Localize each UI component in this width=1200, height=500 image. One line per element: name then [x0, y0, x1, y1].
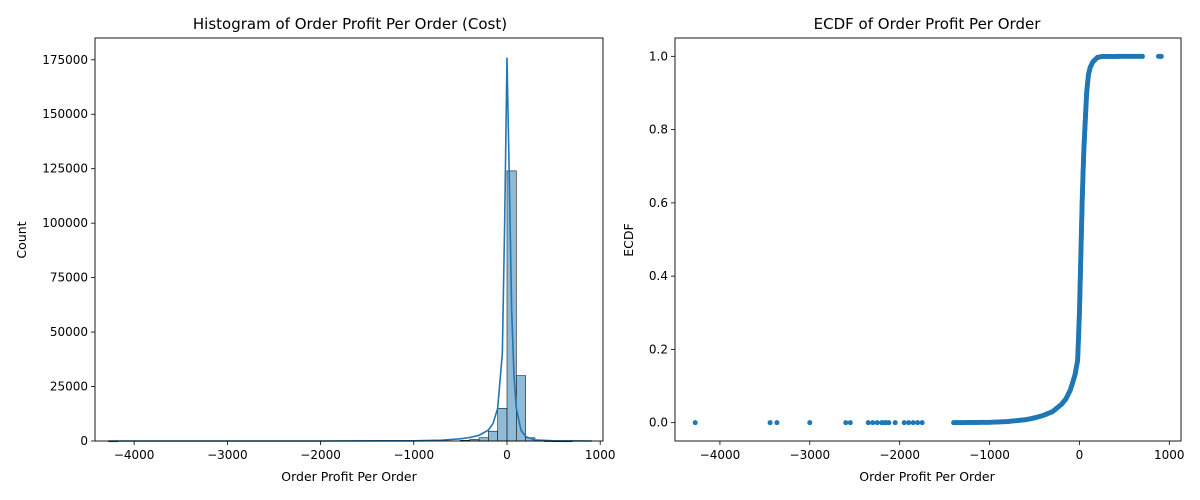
histogram-bar — [488, 430, 498, 442]
ecdf-point — [892, 420, 898, 426]
ecdf-point — [1158, 53, 1164, 59]
histogram-bar — [478, 437, 489, 442]
ecdf-point — [915, 420, 921, 426]
y-tick-label: 0 — [80, 434, 88, 448]
ecdf-title: ECDF of Order Profit Per Order — [814, 15, 1042, 33]
y-tick-label: 100000 — [42, 216, 88, 230]
ecdf-point — [919, 420, 925, 426]
ecdf-point — [1139, 53, 1145, 59]
histogram-y-label: Count — [14, 221, 29, 258]
y-tick-label: 75000 — [50, 271, 88, 285]
ecdf-point — [843, 420, 849, 426]
ecdf-point — [767, 420, 773, 426]
histogram-kde — [108, 57, 592, 442]
histogram-y-ticks: 0 25000 50000 75000 100000 125000 150000 175000 — [42, 53, 95, 448]
ecdf-axes-frame — [674, 37, 1182, 442]
kde-line — [108, 57, 592, 442]
histogram-title: Histogram of Order Profit Per Order (Cos… — [193, 15, 507, 33]
ecdf-point — [874, 420, 880, 426]
histogram-axes-frame — [94, 37, 604, 442]
ecdf-panel: ECDF of Order Profit Per Order −4000 −300… — [621, 15, 1185, 484]
x-tick-label: −3000 — [207, 448, 248, 462]
y-tick-label: 0.4 — [649, 269, 668, 283]
y-tick-label: 175000 — [42, 53, 88, 67]
x-tick-label: −4000 — [700, 448, 741, 462]
ecdf-y-label: ECDF — [621, 223, 636, 256]
histogram-panel: Histogram of Order Profit Per Order (Cos… — [14, 15, 615, 484]
ecdf-point — [774, 420, 780, 426]
ecdf-point — [865, 420, 871, 426]
x-tick-label: −2000 — [879, 448, 920, 462]
y-tick-label: 25000 — [50, 380, 88, 394]
y-tick-label: 1.0 — [649, 49, 668, 63]
ecdf-point — [807, 420, 813, 426]
x-tick-label: 1000 — [585, 448, 616, 462]
x-tick-label: −4000 — [114, 448, 155, 462]
x-tick-label: −2000 — [300, 448, 341, 462]
x-tick-label: 0 — [503, 448, 511, 462]
y-tick-label: 0.0 — [649, 416, 668, 430]
ecdf-y-ticks: 0.0 0.2 0.4 0.6 0.8 1.0 — [649, 49, 675, 430]
y-tick-label: 0.6 — [649, 196, 668, 210]
ecdf-point — [870, 420, 876, 426]
ecdf-x-label: Order Profit Per Order — [859, 469, 995, 484]
ecdf-x-ticks: −4000 −3000 −2000 −1000 0 1000 — [700, 441, 1185, 462]
ecdf-points — [692, 53, 1164, 426]
x-tick-label: −1000 — [393, 448, 434, 462]
y-tick-label: 50000 — [50, 325, 88, 339]
y-tick-label: 0.2 — [649, 342, 668, 356]
y-tick-label: 150000 — [42, 107, 88, 121]
histogram-x-label: Order Profit Per Order — [281, 469, 417, 484]
ecdf-point — [847, 420, 853, 426]
ecdf-point — [886, 420, 892, 426]
ecdf-point — [910, 420, 916, 426]
y-tick-label: 0.8 — [649, 123, 668, 137]
histogram-x-ticks: −4000 −3000 −2000 −1000 0 1000 — [114, 441, 616, 462]
x-tick-label: −3000 — [790, 448, 831, 462]
y-tick-label: 125000 — [42, 162, 88, 176]
x-tick-label: 0 — [1076, 448, 1084, 462]
ecdf-point — [901, 420, 907, 426]
ecdf-point — [906, 420, 912, 426]
histogram-bar — [497, 408, 508, 442]
ecdf-point — [692, 420, 698, 426]
x-tick-label: 1000 — [1154, 448, 1185, 462]
x-tick-label: −1000 — [969, 448, 1010, 462]
